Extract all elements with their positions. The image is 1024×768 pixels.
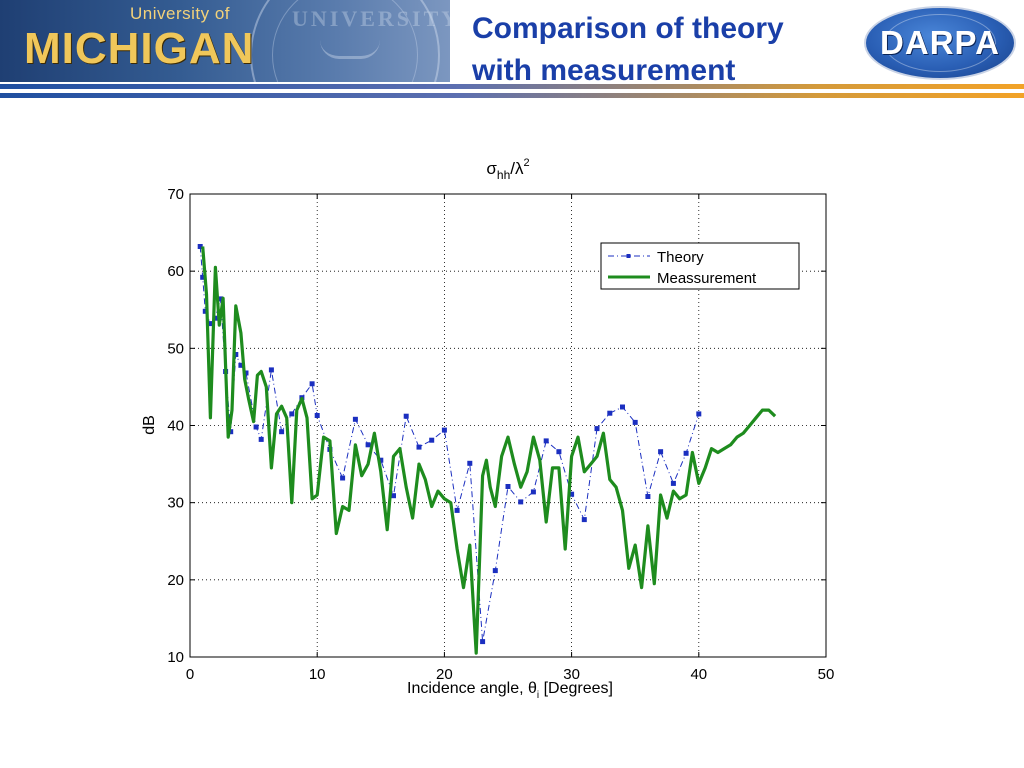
plot-frame [189, 193, 827, 658]
chart-title: σhh/λ2 [486, 157, 529, 182]
theory-point [518, 499, 524, 505]
slide-header: UNIVERSITY University of MICHIGAN Compar… [0, 0, 1024, 100]
theory-point [416, 444, 422, 450]
theory-point [594, 426, 600, 432]
theory-point [505, 484, 511, 489]
page-title-line-1: Comparison of theory [472, 12, 784, 45]
legend-theory-marker [626, 254, 631, 258]
theory-point [200, 274, 206, 280]
university-banner: UNIVERSITY University of MICHIGAN [0, 0, 450, 82]
theory-point [670, 480, 676, 486]
y-tick-label: 50 [167, 340, 184, 357]
theory-point [620, 404, 625, 410]
theory-point [253, 424, 259, 430]
x-axis-label: Incidence angle, θi [Degrees] [407, 680, 613, 701]
darpa-logo: DARPA [864, 6, 1016, 80]
theory-point [543, 438, 549, 444]
theory-series [197, 244, 702, 645]
y-tick-label: 40 [167, 418, 184, 435]
theory-point [279, 429, 285, 435]
legend-theory-label: Theory [657, 249, 704, 266]
theory-point [632, 419, 638, 425]
theory-point [289, 411, 295, 417]
theory-point [441, 427, 447, 433]
theory-point [309, 381, 315, 387]
theory-point [352, 416, 358, 422]
x-axis-label-sub: i [537, 690, 539, 701]
y-tick-label: 20 [167, 572, 184, 589]
theory-point [212, 315, 218, 321]
university-seal-icon [250, 0, 440, 82]
y-tick-label: 30 [167, 495, 184, 512]
theory-point [403, 413, 409, 419]
chart-title-sup: 2 [523, 157, 529, 169]
chart-container: 0 10 20 30 40 50 10 20 30 40 50 60 70 σhh/λ2 Inciden… [0, 140, 1024, 720]
x-tick-label: 10 [309, 666, 326, 683]
university-label: University of [130, 4, 231, 23]
theory-point [467, 460, 473, 466]
theory-point [645, 494, 651, 499]
y-tick-label: 10 [167, 649, 184, 666]
theory-point [365, 442, 371, 448]
x-tick-label: 50 [818, 666, 835, 683]
theory-point [556, 449, 562, 455]
legend-box [600, 242, 800, 290]
y-tick-label: 70 [167, 186, 184, 203]
theory-point [530, 489, 536, 495]
michigan-logo-text: MICHIGAN [24, 24, 255, 73]
x-tick-label: 30 [563, 666, 580, 683]
header-divider-top [0, 84, 1024, 89]
theory-point [658, 449, 664, 455]
seal-text: UNIVERSITY [292, 6, 450, 31]
chart-title-lambda: /λ [510, 159, 524, 178]
theory-point [202, 308, 208, 314]
theory-point [378, 457, 384, 463]
darpa-logo-text: DARPA [880, 24, 1000, 61]
theory-point [314, 413, 320, 418]
theory-point [569, 491, 575, 497]
x-tick-label: 20 [436, 666, 453, 683]
x-axis-label-main: Incidence angle, θ [407, 680, 537, 697]
theory-point [233, 352, 239, 357]
theory-point [607, 410, 613, 416]
theory-point [480, 639, 486, 645]
page-title: Comparison of theory with measurement [472, 8, 842, 92]
theory-point [454, 507, 460, 513]
theory-point [207, 321, 213, 327]
theory-point [258, 436, 264, 442]
theory-point [218, 296, 223, 302]
x-tick-label: 0 [186, 666, 194, 683]
theory-point [581, 517, 587, 523]
header-divider-bottom [0, 93, 1024, 98]
page-title-line-2: with measurement [472, 54, 736, 87]
chart-title-sub: hh [497, 168, 510, 182]
theory-point [238, 362, 244, 368]
legend-measurement-label: Meassurement [657, 270, 757, 287]
theory-point [197, 244, 203, 249]
chart-title-sigma: σ [486, 159, 497, 178]
y-axis-label: dB [141, 415, 158, 435]
theory-point [391, 493, 396, 499]
theory-point [696, 411, 702, 417]
y-tick-label: 60 [167, 263, 184, 280]
theory-point [492, 568, 498, 574]
x-tick-label: 40 [690, 666, 707, 683]
theory-point [340, 475, 346, 481]
theory-point [228, 429, 234, 435]
legend: Theory Meassurement [600, 242, 800, 290]
theory-point [429, 437, 435, 443]
theory-point [683, 450, 689, 456]
measurement-line [201, 246, 777, 655]
globe-meridian-icon [884, 14, 996, 72]
x-axis-label-end: [Degrees] [539, 680, 613, 697]
theory-point [243, 370, 249, 376]
theory-point [268, 367, 274, 373]
lamp-icon [320, 40, 380, 59]
measurement-series [201, 246, 777, 655]
